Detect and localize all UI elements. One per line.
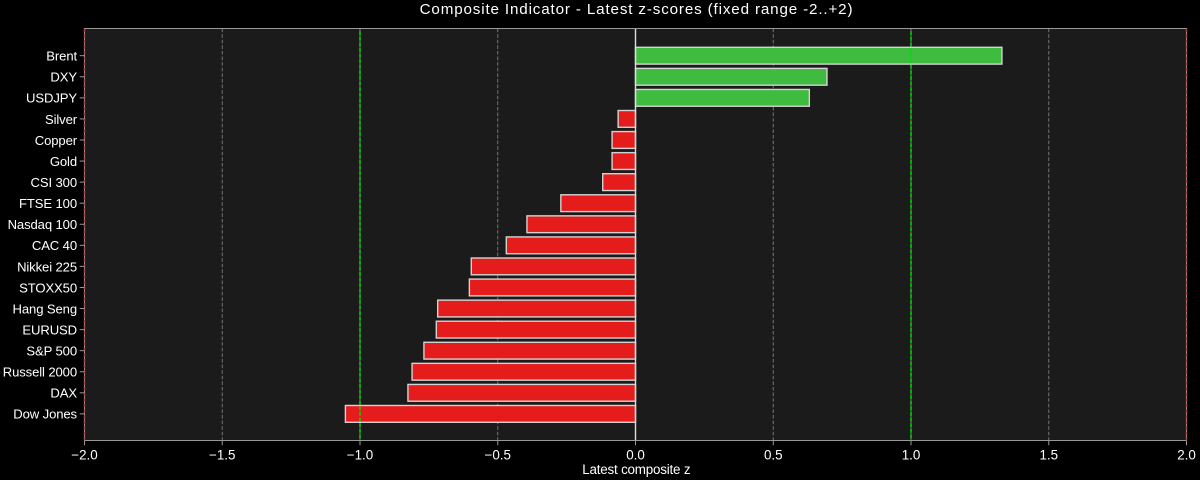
svg-text:0.0: 0.0 [626, 447, 645, 462]
svg-text:0.5: 0.5 [764, 447, 783, 462]
svg-text:−1.5: −1.5 [209, 447, 235, 462]
svg-text:S&P 500: S&P 500 [26, 344, 77, 359]
svg-text:Russell 2000: Russell 2000 [3, 365, 77, 380]
svg-text:CAC 40: CAC 40 [32, 238, 77, 253]
svg-text:FTSE 100: FTSE 100 [19, 196, 77, 211]
svg-text:2.0: 2.0 [1177, 447, 1196, 462]
svg-text:Nikkei 225: Nikkei 225 [17, 259, 77, 274]
svg-text:Hang Seng: Hang Seng [13, 301, 77, 316]
svg-text:Brent: Brent [46, 49, 77, 64]
svg-text:DAX: DAX [50, 386, 77, 401]
svg-text:1.0: 1.0 [902, 447, 921, 462]
svg-text:Dow Jones: Dow Jones [13, 407, 77, 422]
svg-text:Nasdaq 100: Nasdaq 100 [8, 217, 77, 232]
svg-text:−0.5: −0.5 [485, 447, 511, 462]
svg-text:CSI 300: CSI 300 [31, 175, 77, 190]
svg-text:−1.0: −1.0 [347, 447, 373, 462]
svg-text:EURUSD: EURUSD [22, 322, 77, 337]
svg-text:Latest composite z: Latest composite z [582, 462, 691, 477]
svg-text:USDJPY: USDJPY [26, 91, 77, 106]
svg-text:Silver: Silver [45, 112, 78, 127]
svg-text:Composite Indicator - Latest z: Composite Indicator - Latest z-scores (f… [420, 1, 854, 18]
svg-text:DXY: DXY [50, 70, 77, 85]
svg-text:1.5: 1.5 [1039, 447, 1058, 462]
svg-text:STOXX50: STOXX50 [19, 280, 77, 295]
svg-text:Copper: Copper [35, 133, 78, 148]
svg-text:−2.0: −2.0 [71, 447, 97, 462]
svg-text:Gold: Gold [50, 154, 77, 169]
